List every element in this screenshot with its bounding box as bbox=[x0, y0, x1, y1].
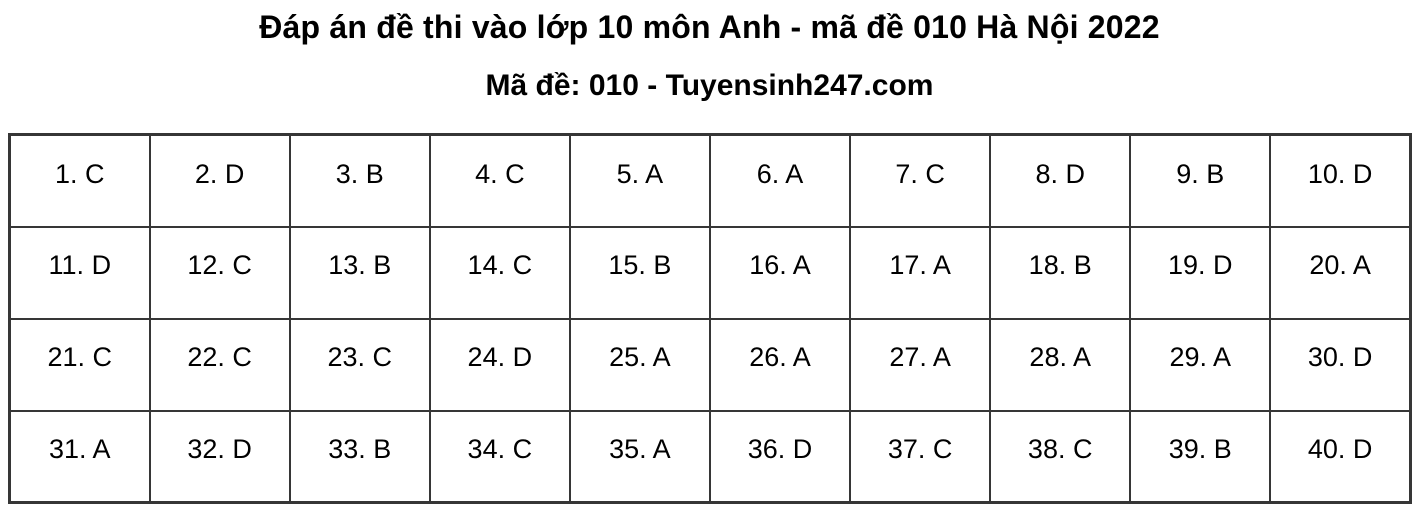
answer-cell-22: 22. C bbox=[148, 317, 291, 412]
answer-cell-33: 33. B bbox=[288, 409, 431, 504]
answer-row: 1. C 2. D 3. B 4. C 5. A 6. A 7. C 8. D 9. B 10. … bbox=[8, 133, 1412, 228]
answer-cell-10: 10. D bbox=[1269, 133, 1412, 228]
answer-cell-2: 2. D bbox=[148, 133, 291, 228]
answer-cell-20: 20. A bbox=[1269, 225, 1412, 320]
answer-cell-15: 15. B bbox=[568, 225, 711, 320]
answer-cell-4: 4. C bbox=[428, 133, 571, 228]
answer-cell-39: 39. B bbox=[1129, 409, 1272, 504]
answer-row: 21. C 22. C 23. C 24. D 25. A 26. A 27. A 28. A… bbox=[8, 317, 1412, 412]
answer-row: 31. A 32. D 33. B 34. C 35. A 36. D 37. C 38. C… bbox=[8, 409, 1412, 504]
answer-cell-6: 6. A bbox=[708, 133, 852, 228]
answer-cell-27: 27. A bbox=[849, 317, 992, 412]
answer-cell-3: 3. B bbox=[288, 133, 431, 228]
answer-cell-14: 14. C bbox=[428, 225, 571, 320]
answer-cell-34: 34. C bbox=[428, 409, 571, 504]
answer-cell-12: 12. C bbox=[148, 225, 291, 320]
answer-cell-16: 16. A bbox=[708, 225, 852, 320]
answer-cell-31: 31. A bbox=[8, 409, 151, 504]
page-subtitle: Mã đề: 010 - Tuyensinh247.com bbox=[485, 69, 934, 103]
answer-cell-37: 37. C bbox=[849, 409, 992, 504]
answer-cell-17: 17. A bbox=[849, 225, 992, 320]
answer-cell-5: 5. A bbox=[568, 133, 711, 228]
answer-table: 1. C 2. D 3. B 4. C 5. A 6. A 7. C 8. D 9. B 10. … bbox=[8, 133, 1412, 505]
answer-cell-32: 32. D bbox=[148, 409, 291, 504]
answer-cell-18: 18. B bbox=[989, 225, 1132, 320]
answer-cell-23: 23. C bbox=[288, 317, 431, 412]
answer-cell-25: 25. A bbox=[568, 317, 711, 412]
page-title: Đáp án đề thi vào lớp 10 môn Anh - mã đề… bbox=[259, 9, 1160, 45]
answer-cell-35: 35. A bbox=[568, 409, 711, 504]
answer-table-body: 1. C 2. D 3. B 4. C 5. A 6. A 7. C 8. D 9. B 10. … bbox=[8, 133, 1412, 504]
answer-cell-13: 13. B bbox=[288, 225, 431, 320]
answer-cell-8: 8. D bbox=[989, 133, 1132, 228]
answer-cell-29: 29. A bbox=[1129, 317, 1272, 412]
answer-cell-11: 11. D bbox=[8, 225, 151, 320]
answer-cell-21: 21. C bbox=[8, 317, 151, 412]
answer-cell-38: 38. C bbox=[989, 409, 1132, 504]
answer-cell-36: 36. D bbox=[708, 409, 852, 504]
answer-row: 11. D 12. C 13. B 14. C 15. B 16. A 17. A 18. B… bbox=[8, 225, 1412, 320]
answer-cell-9: 9. B bbox=[1129, 133, 1272, 228]
answer-cell-40: 40. D bbox=[1269, 409, 1412, 504]
answer-cell-30: 30. D bbox=[1269, 317, 1412, 412]
answer-cell-7: 7. C bbox=[849, 133, 992, 228]
answer-cell-26: 26. A bbox=[708, 317, 852, 412]
answer-cell-19: 19. D bbox=[1129, 225, 1272, 320]
answer-cell-28: 28. A bbox=[989, 317, 1132, 412]
answer-cell-1: 1. C bbox=[8, 133, 151, 228]
answer-cell-24: 24. D bbox=[428, 317, 571, 412]
